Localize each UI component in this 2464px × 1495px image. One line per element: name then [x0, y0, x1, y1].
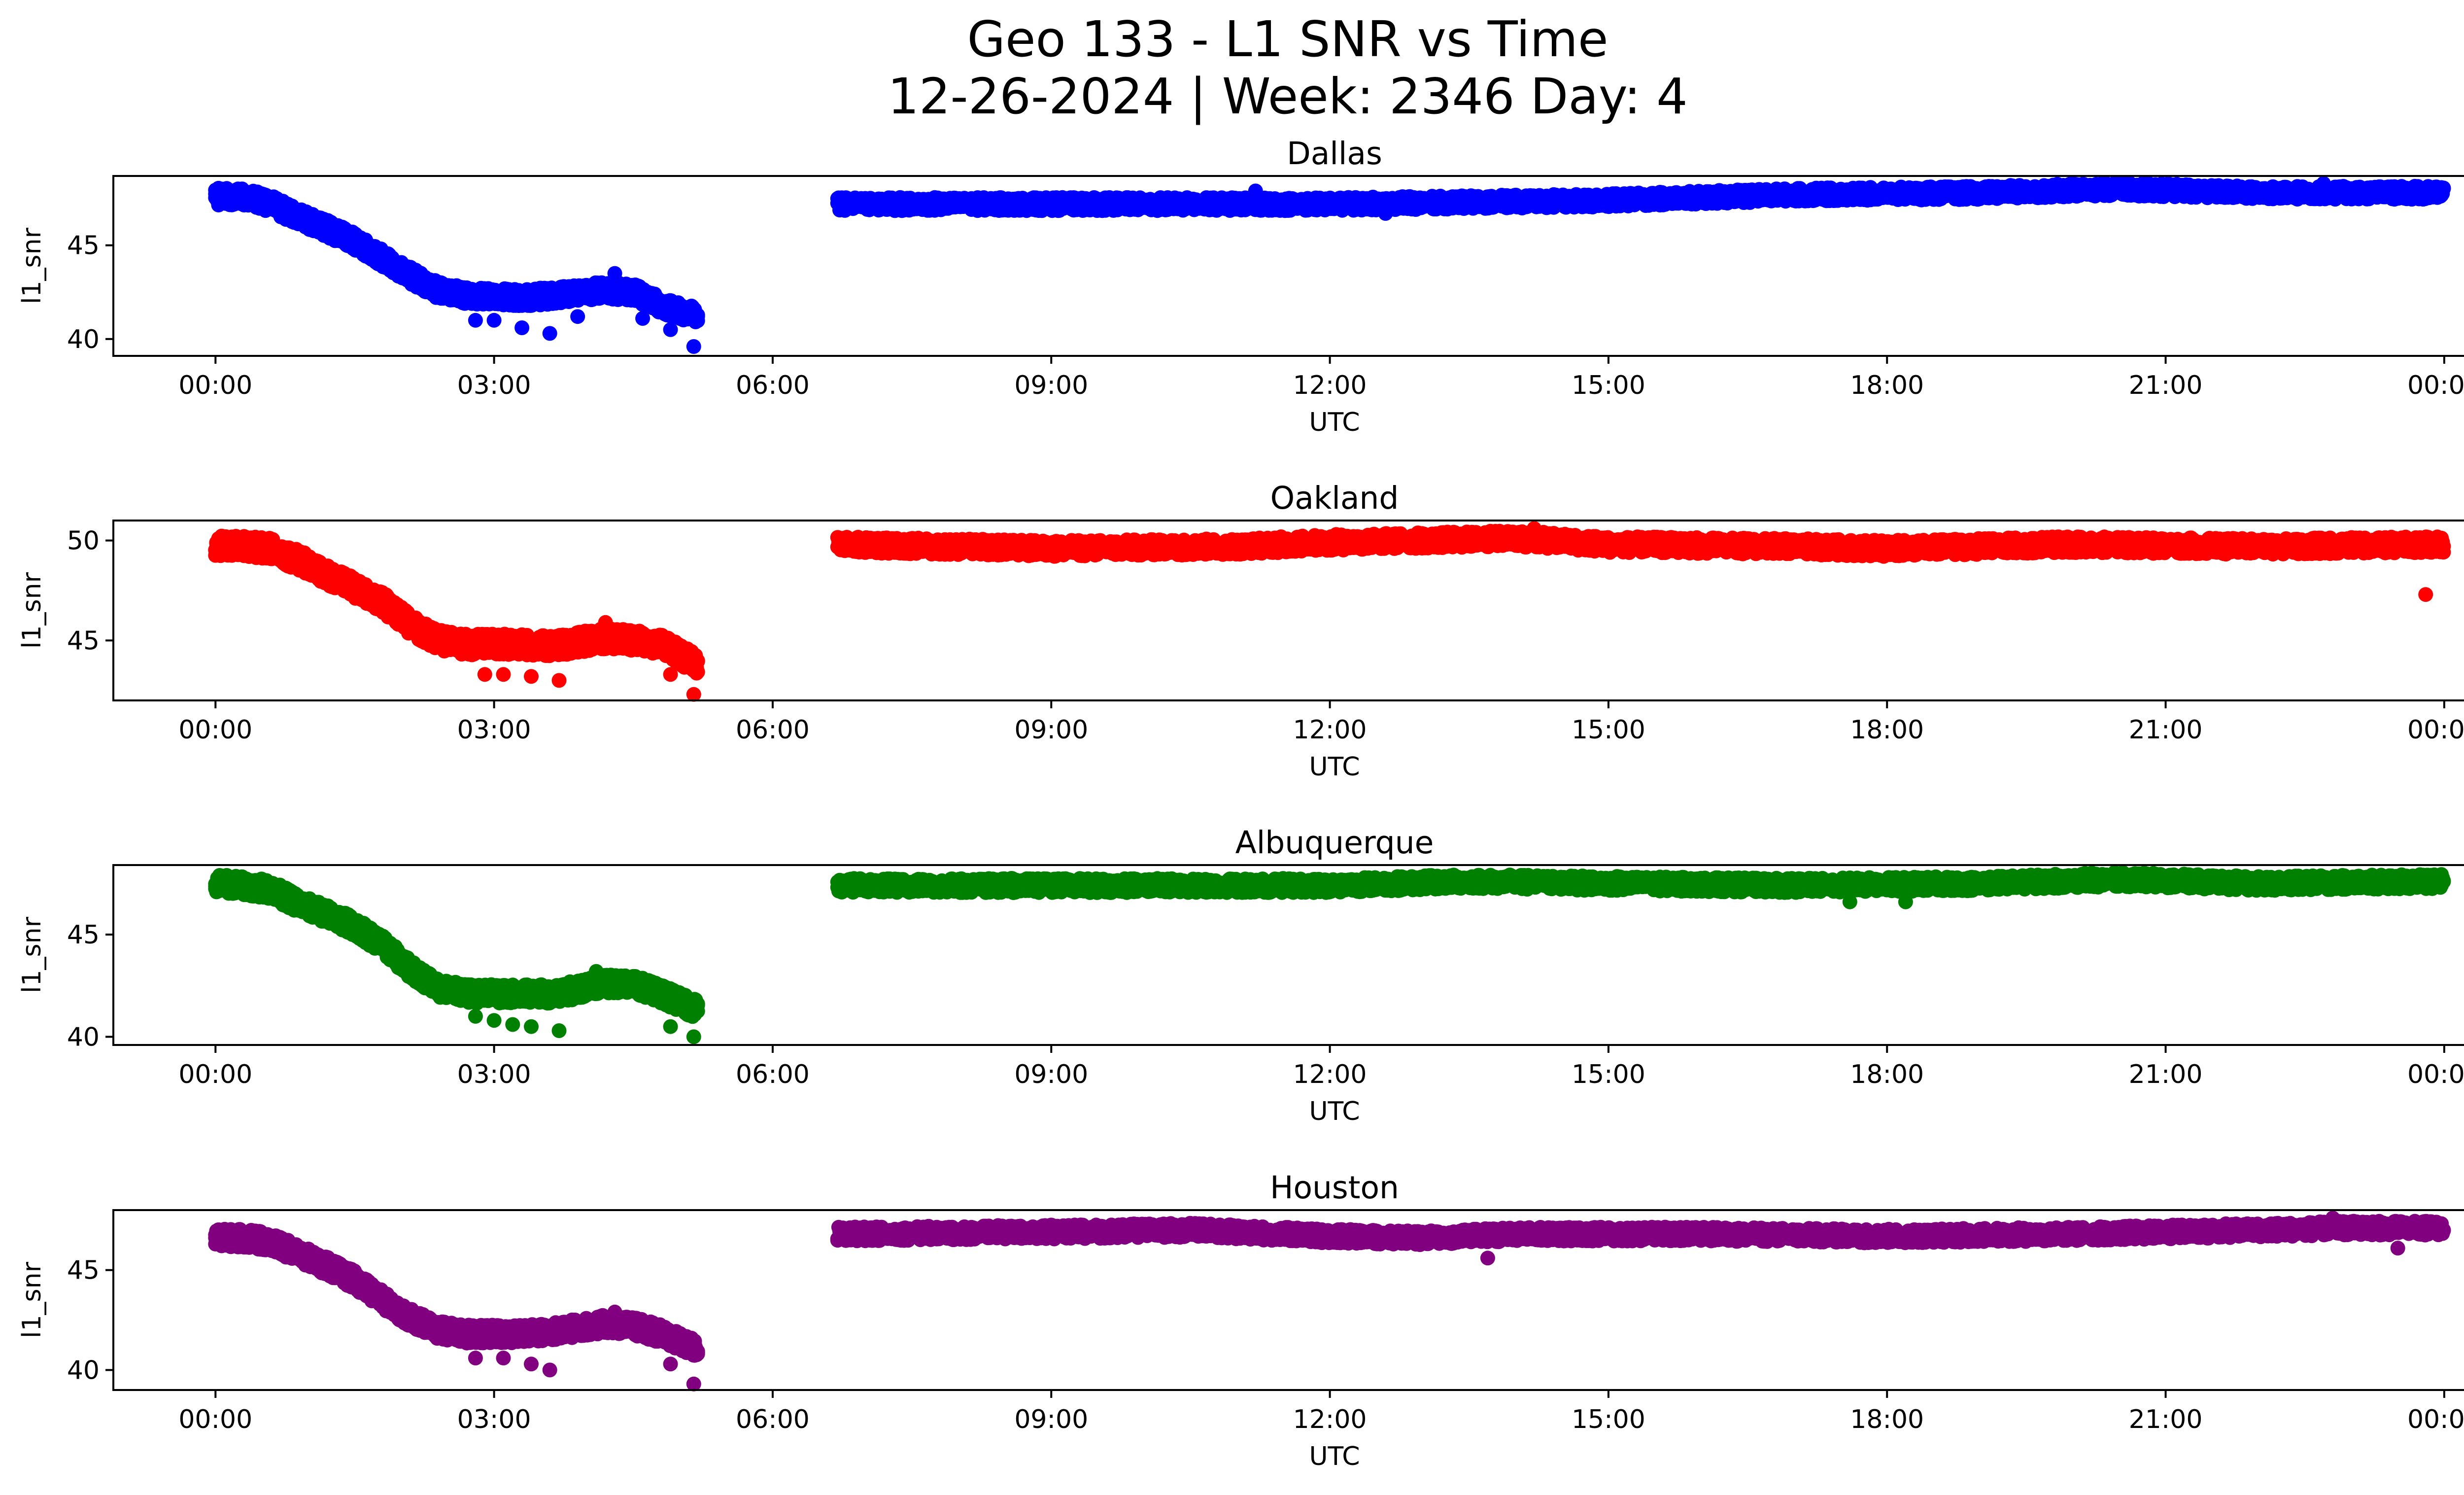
data-point-outlier: [542, 326, 557, 341]
x-tick-label: 03:00: [457, 371, 531, 400]
x-tick-label: 00:00: [2407, 371, 2464, 400]
figure-title-line2: 12-26-2024 | Week: 2346 Day: 4: [888, 68, 1688, 125]
subplot-dallas: Dallas 00:00 03:00 06:00 09:00 12:00 15:00 18:0…: [17, 136, 2464, 437]
data-point-outlier: [607, 266, 622, 281]
data-point-outlier: [2316, 176, 2331, 191]
x-tick-label: 15:00: [1572, 371, 1645, 400]
data-series-points: [208, 175, 2451, 354]
data-point-outlier: [514, 320, 530, 335]
data-point-outlier: [570, 309, 585, 324]
subplot-title: Dallas: [1287, 136, 1382, 172]
data-point-outlier: [686, 339, 701, 354]
data-series-points: [208, 521, 2451, 702]
data-point-outlier: [2056, 178, 2071, 193]
x-tick-label: 12:00: [1293, 371, 1367, 400]
x-axis-label: UTC: [1309, 408, 1360, 437]
data-point-outlier: [1248, 183, 1263, 199]
data-point: [2436, 180, 2451, 196]
data-point-outlier: [663, 322, 678, 337]
x-tick-label: 00:00: [178, 371, 252, 400]
figure-title: Geo 133 - L1 SNR vs Time 12-26-2024 | We…: [0, 11, 2464, 125]
data-point-outlier: [635, 311, 650, 326]
y-axis-label: l1_snr: [17, 227, 47, 304]
subplot-title: Oakland: [1270, 480, 1399, 516]
y-tick-label: 45: [67, 231, 100, 261]
data-point: [690, 309, 705, 324]
data-point-outlier: [468, 313, 483, 328]
data-point-outlier: [1378, 206, 1393, 221]
data-point-outlier: [486, 313, 502, 328]
figure-title-line1: Geo 133 - L1 SNR vs Time: [967, 10, 1608, 68]
y-tick-label: 40: [67, 325, 100, 354]
x-tick-label: 09:00: [1014, 371, 1088, 400]
x-tick-label: 21:00: [2129, 371, 2203, 400]
x-tick-label: 06:00: [736, 371, 810, 400]
x-tick-label: 18:00: [1850, 371, 1924, 400]
